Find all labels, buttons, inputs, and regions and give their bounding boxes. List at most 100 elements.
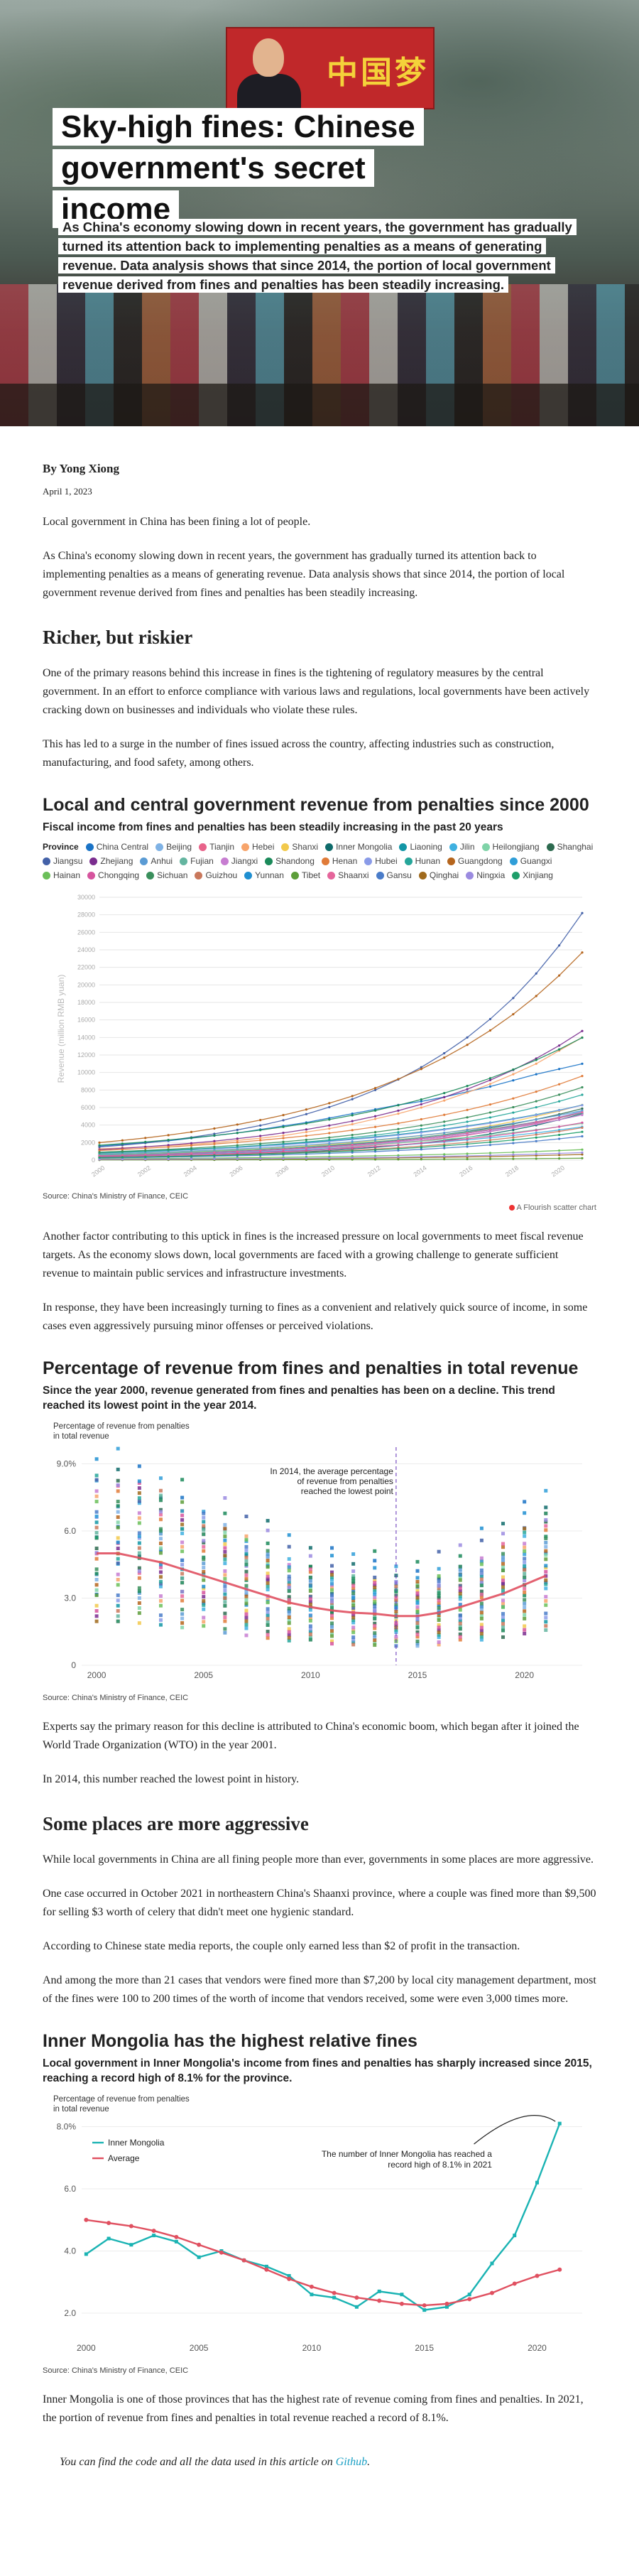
data-point	[581, 1151, 584, 1154]
data-point	[244, 1633, 248, 1638]
data-point	[351, 1618, 356, 1622]
data-point	[523, 1624, 527, 1628]
data-point	[544, 1549, 548, 1553]
data-point	[544, 1511, 548, 1515]
data-point	[98, 1154, 101, 1157]
data-point	[244, 1584, 248, 1588]
data-point	[373, 1597, 377, 1601]
legend-item[interactable]: Fujian	[180, 856, 214, 866]
legend-item[interactable]: Beijing	[155, 842, 192, 852]
data-point	[137, 1491, 141, 1495]
github-link[interactable]: Github	[335, 2456, 368, 2468]
data-point	[308, 1627, 312, 1631]
series-line	[99, 1110, 583, 1155]
data-point	[512, 1120, 515, 1123]
data-point	[129, 2224, 133, 2229]
legend-item[interactable]: Shanghai	[546, 842, 593, 852]
data-point	[544, 1524, 548, 1528]
data-point	[501, 1618, 506, 1623]
legend-item[interactable]: Inner Mongolia	[325, 842, 392, 852]
data-point	[458, 1591, 462, 1596]
data-point	[202, 1528, 206, 1532]
data-point	[523, 1579, 527, 1583]
legend-item[interactable]: China Central	[85, 842, 148, 852]
legend-item[interactable]: Jilin	[449, 842, 475, 852]
data-point	[94, 1567, 99, 1571]
legend-item[interactable]: Anhui	[140, 856, 173, 866]
legend-item[interactable]: Sichuan	[146, 870, 187, 880]
data-point	[137, 1601, 141, 1605]
data-point	[581, 1075, 584, 1078]
data-point	[94, 1514, 99, 1518]
legend-item[interactable]: Gansu	[376, 870, 412, 880]
data-point	[373, 1109, 377, 1112]
data-point	[394, 1564, 398, 1569]
data-point	[259, 1144, 262, 1147]
data-point	[259, 1119, 262, 1122]
legend-item[interactable]: Hebei	[241, 842, 274, 852]
data-point	[94, 1547, 99, 1551]
x-tick-label: 2000	[87, 1670, 106, 1680]
legend-item[interactable]: Tianjin	[199, 842, 234, 852]
legend-item[interactable]: Guizhou	[195, 870, 237, 880]
data-point	[94, 1571, 99, 1576]
data-point	[443, 1144, 446, 1147]
legend-item[interactable]: Chongqing	[87, 870, 139, 880]
legend-item[interactable]: Guangdong	[447, 856, 503, 866]
data-point	[244, 1534, 248, 1538]
chart-legend[interactable]: Province China Central Beijing Tianjin Hebe…	[43, 842, 596, 880]
data-point	[98, 1156, 101, 1159]
legend-item[interactable]: Guangxi	[509, 856, 552, 866]
data-point	[523, 1575, 527, 1579]
legend-item[interactable]: Shaanxi	[327, 870, 369, 880]
data-point	[581, 1029, 584, 1032]
data-point	[397, 1156, 400, 1159]
data-point	[489, 2290, 494, 2295]
legend-item[interactable]: Shandong	[265, 856, 315, 866]
series-line	[99, 1075, 583, 1152]
data-point	[190, 1137, 193, 1140]
data-point	[501, 1622, 506, 1626]
legend-item[interactable]: Zhejiang	[89, 856, 133, 866]
legend-item[interactable]: Hainan	[43, 870, 80, 880]
data-point	[197, 2255, 201, 2259]
data-point	[512, 1097, 515, 1100]
data-point	[535, 1152, 537, 1156]
legend-item[interactable]: Tibet	[290, 870, 320, 880]
legend-item[interactable]: Henan	[321, 856, 357, 866]
data-point	[180, 1571, 185, 1576]
data-point	[116, 1547, 120, 1551]
chart-credit[interactable]: A Flourish scatter chart	[43, 1203, 596, 1212]
data-point	[415, 1582, 420, 1586]
data-point	[373, 1607, 377, 1611]
legend-item[interactable]: Heilongjiang	[481, 842, 540, 852]
annotation-text: of revenue from penalties	[297, 1476, 393, 1486]
data-point	[223, 1619, 227, 1623]
data-point	[266, 1620, 270, 1624]
legend-item[interactable]: Yunnan	[244, 870, 284, 880]
data-point	[558, 1157, 561, 1160]
legend-label: Zhejiang	[100, 856, 133, 866]
legend-item[interactable]: Xinjiang	[512, 870, 553, 880]
legend-item[interactable]: Hubei	[364, 856, 398, 866]
legend-item[interactable]: Jiangxi	[220, 856, 258, 866]
data-point	[544, 1620, 548, 1624]
data-point	[167, 1155, 170, 1158]
data-point	[244, 1552, 248, 1556]
data-point	[558, 1152, 561, 1155]
data-point	[544, 1595, 548, 1599]
legend-item[interactable]: Jiangsu	[43, 856, 82, 866]
data-point	[202, 1532, 206, 1537]
data-point	[373, 1138, 377, 1142]
legend-item[interactable]: Ningxia	[466, 870, 505, 880]
data-point	[351, 1613, 356, 1618]
data-point	[330, 1624, 334, 1628]
legend-item[interactable]: Hunan	[404, 856, 440, 866]
section-heading: Richer, but riskier	[43, 627, 193, 648]
legend-item[interactable]: Qinghai	[418, 870, 459, 880]
legend-item[interactable]: Liaoning	[399, 842, 442, 852]
data-point	[558, 1083, 561, 1086]
legend-swatch	[364, 857, 373, 865]
legend-item[interactable]: Shanxi	[281, 842, 318, 852]
data-point	[458, 1624, 462, 1628]
